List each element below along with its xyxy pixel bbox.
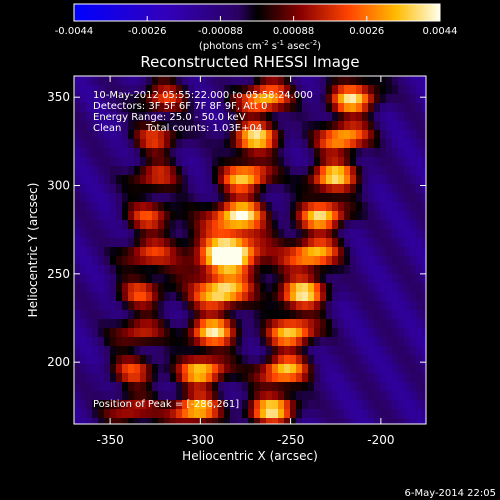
colorbar-tick-label: -0.00088 xyxy=(198,26,243,37)
y-tick-label: 300 xyxy=(47,179,70,193)
colorbar xyxy=(73,3,441,22)
x-tick-label: -300 xyxy=(187,433,214,447)
x-tick-label: -250 xyxy=(277,433,304,447)
plot-frame xyxy=(73,75,427,425)
annotation-counts: Total counts: 1.03E+04 xyxy=(145,123,262,134)
colorbar-tick-label: -0.0044 xyxy=(55,26,94,37)
annotation-peak: Position of Peak = [-286,261] xyxy=(93,399,239,410)
annotation-energy: Energy Range: 25.0 - 50.0 keV xyxy=(93,112,246,123)
colorbar-tick-label: 0.00088 xyxy=(273,26,314,37)
x-axis-ticks: -350 -300 -250 -200 xyxy=(96,76,394,447)
annotation-time-range: 10-May-2012 05:55:22.000 to 05:58:24.000 xyxy=(93,90,313,101)
footer-timestamp: 6-May-2014 22:05 xyxy=(404,488,496,499)
colorbar-ticks: -0.0044 -0.0026 -0.00088 0.00088 0.0026 0.004… xyxy=(55,16,458,37)
annotation-clean: Clean xyxy=(93,123,121,134)
y-axis-ticks: 200 250 300 350 xyxy=(47,90,426,369)
x-axis-label: Heliocentric X (arcsec) xyxy=(182,449,318,463)
x-tick-label: -350 xyxy=(96,433,123,447)
y-tick-label: 250 xyxy=(47,267,70,281)
y-tick-label: 350 xyxy=(47,90,70,104)
heatmap-image xyxy=(74,76,426,424)
x-tick-label: -200 xyxy=(367,433,394,447)
chart-title: Reconstructed RHESSI Image xyxy=(140,53,359,71)
colorbar-unit: (photons cm-2 s-1 asec-2) xyxy=(199,39,321,52)
colorbar-tick-label: 0.0044 xyxy=(423,26,458,37)
y-axis-label: Heliocentric Y (arcsec) xyxy=(26,183,40,318)
annotation-detectors: Detectors: 3F 5F 6F 7F 8F 9F, Att 0 xyxy=(93,101,267,112)
colorbar-tick-label: -0.0026 xyxy=(128,26,167,37)
y-tick-label: 200 xyxy=(47,355,70,369)
colorbar-tick-label: 0.0026 xyxy=(349,26,384,37)
